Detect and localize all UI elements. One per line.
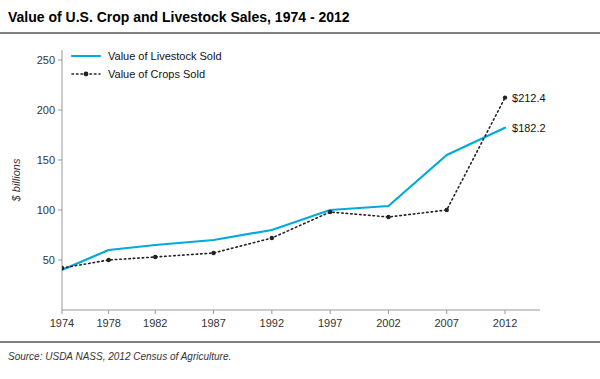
x-tick-label: 1974: [50, 317, 74, 329]
series-line: [62, 98, 505, 268]
legend-swatch: [72, 55, 100, 57]
background: [0, 0, 600, 379]
x-tick: [108, 310, 109, 314]
x-tick-label: 1987: [201, 317, 225, 329]
x-tick: [62, 310, 63, 314]
x-tick-label: 2002: [376, 317, 400, 329]
x-tick-label: 2007: [434, 317, 458, 329]
series-marker: [153, 255, 157, 259]
source-rule: [0, 342, 600, 343]
x-tick-label: 1978: [96, 317, 120, 329]
chart: Value of U.S. Crop and Livestock Sales, …: [0, 0, 600, 379]
x-tick-label: 2012: [493, 317, 517, 329]
series-marker: [62, 266, 64, 270]
y-tick-label: 250: [37, 54, 55, 66]
legend: Value of Livestock Sold Value of Crops So…: [72, 50, 222, 80]
x-tick: [330, 310, 331, 314]
y-tick-label: 50: [43, 254, 55, 266]
legend-marker: [84, 72, 89, 77]
x-tick: [446, 310, 447, 314]
series-marker: [386, 215, 390, 219]
series-marker: [445, 208, 449, 212]
annotation: $212.4: [512, 92, 546, 104]
y-axis-label: $ billions: [10, 158, 22, 202]
x-tick-label: 1997: [318, 317, 342, 329]
x-tick: [155, 310, 156, 314]
y-tick-label: 150: [37, 154, 55, 166]
plot-area: [62, 95, 507, 270]
title-rule: [0, 33, 600, 34]
y-tick: [58, 160, 62, 161]
x-tick-label: 1992: [260, 317, 284, 329]
x-axis-line: [62, 310, 540, 311]
legend-label: Value of Livestock Sold: [108, 50, 222, 62]
x-tick: [388, 310, 389, 314]
y-tick: [58, 210, 62, 211]
x-tick: [213, 310, 214, 314]
source: Source: USDA NASS, 2012 Census of Agricu…: [8, 351, 231, 362]
title: Value of U.S. Crop and Livestock Sales, …: [8, 9, 350, 25]
series-marker: [328, 210, 332, 214]
series-marker: [106, 258, 110, 262]
y-tick: [58, 110, 62, 111]
series-line: [62, 128, 505, 270]
series-marker: [503, 95, 507, 99]
series-marker: [270, 236, 274, 240]
x-tick: [271, 310, 272, 314]
annotation: $182.2: [512, 122, 546, 134]
y-tick-label: 100: [37, 204, 55, 216]
y-tick: [58, 260, 62, 261]
series-marker: [211, 251, 215, 255]
x-tick: [505, 310, 506, 314]
y-tick: [58, 60, 62, 61]
x-tick-label: 1982: [143, 317, 167, 329]
legend-label: Value of Crops Sold: [108, 68, 205, 80]
y-tick-label: 200: [37, 104, 55, 116]
